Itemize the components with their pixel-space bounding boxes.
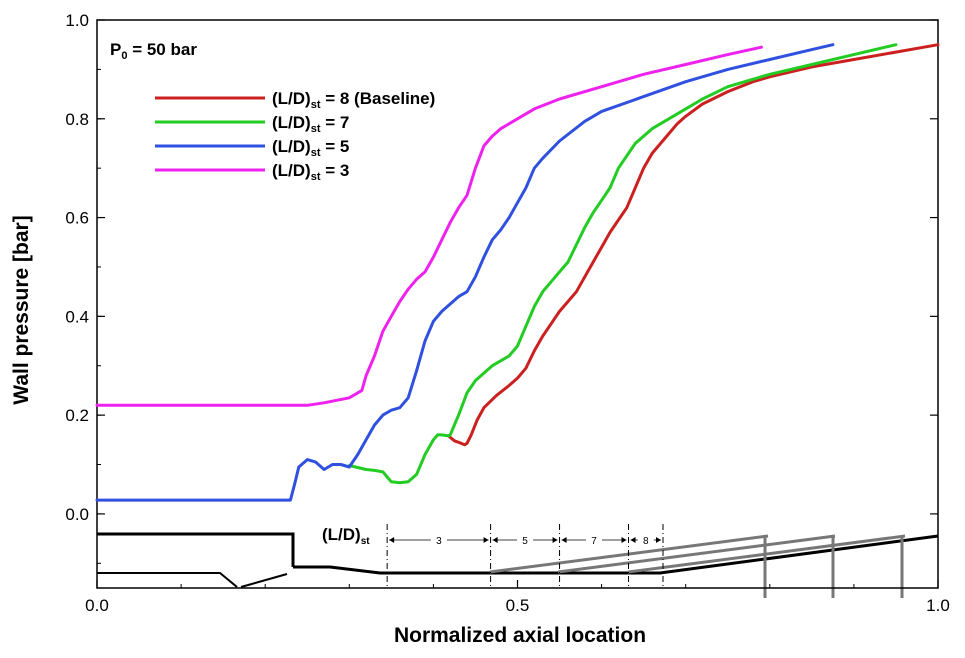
legend-label-main-3: (L/D)	[272, 161, 311, 180]
series-line-1	[347, 43, 898, 485]
y-tick-label-4: 0.8	[65, 110, 89, 129]
series-lines	[95, 43, 940, 502]
marker-label-3: 8	[643, 536, 649, 547]
nozzle-lower-wall	[97, 572, 238, 588]
p0-letter: P	[110, 40, 121, 59]
ld-annotation: (L/D)st	[322, 525, 370, 547]
ld-subscript: st	[361, 536, 371, 547]
marker-arrowhead-left-0	[389, 537, 395, 543]
legend-label-main-1: (L/D)	[272, 113, 311, 132]
y-axis-title: Wall pressure [bar]	[10, 215, 33, 404]
nozzle-upper-wall	[97, 532, 295, 567]
nozzle-extension-2	[627, 534, 906, 574]
marker-label-1: 5	[522, 536, 528, 547]
ld-text: (L/D)	[322, 525, 361, 544]
marker-arrowhead-left-3	[630, 537, 636, 543]
y-tick-label-5: 1.0	[65, 11, 89, 30]
legend-label-rest-2: = 5	[321, 137, 350, 156]
legend-label-main-2: (L/D)	[272, 137, 311, 156]
p0-subscript: 0	[121, 50, 127, 62]
legend-label-rest-1: = 7	[321, 113, 350, 132]
x-tick-label-1: 0.5	[506, 596, 530, 615]
p0-annotation: P0 = 50 bar	[110, 40, 197, 62]
legend-label-0: (L/D)st = 8 (Baseline)	[272, 89, 435, 111]
legend-label-3: (L/D)st = 3	[272, 161, 349, 183]
y-tick-label-0: 0.0	[65, 505, 89, 524]
y-tick-label-3: 0.6	[65, 209, 89, 228]
legend-label-1: (L/D)st = 7	[272, 113, 349, 135]
nozzle-throat-contour	[293, 534, 939, 575]
marker-arrowhead-right-1	[552, 537, 558, 543]
series-line-3	[95, 45, 763, 407]
p0-value: = 50 bar	[127, 40, 197, 59]
x-tick-label-2: 1.0	[926, 596, 950, 615]
marker-label-2: 7	[591, 536, 597, 547]
legend-label-2: (L/D)st = 5	[272, 137, 349, 159]
x-tick-label-0: 0.0	[85, 596, 109, 615]
legend-label-sub-2: st	[311, 147, 321, 159]
marker-arrowhead-left-1	[492, 537, 498, 543]
plot-area: 0.0 0.2 0.4 0.6 0.8 1.0 0.0 0.5 1.0 3 5 7 8	[65, 11, 949, 615]
y-tick-label-2: 0.4	[65, 307, 89, 326]
marker-label-0: 3	[436, 536, 442, 547]
nozzle-lower-wall-b	[240, 573, 288, 588]
marker-arrowhead-right-2	[621, 537, 627, 543]
series-line-0	[447, 43, 940, 447]
legend-label-rest-3: = 3	[321, 161, 350, 180]
legend-label-rest-0: = 8 (Baseline)	[321, 89, 436, 108]
stage-markers: 3 5 7 8	[386, 524, 664, 588]
nozzle-extension-1	[557, 534, 836, 574]
legend-label-sub-0: st	[311, 99, 321, 111]
marker-arrowhead-right-3	[655, 537, 661, 543]
marker-arrowhead-right-0	[483, 537, 489, 543]
series-line-2	[95, 43, 835, 502]
legend-label-sub-1: st	[311, 123, 321, 135]
legend: (L/D)st = 8 (Baseline)(L/D)st = 7(L/D)st…	[155, 89, 435, 183]
legend-label-main-0: (L/D)	[272, 89, 311, 108]
x-axis-title: Normalized axial location	[394, 624, 646, 647]
y-tick-label-1: 0.2	[65, 406, 89, 425]
legend-label-sub-3: st	[311, 171, 321, 183]
marker-arrowhead-left-2	[561, 537, 567, 543]
